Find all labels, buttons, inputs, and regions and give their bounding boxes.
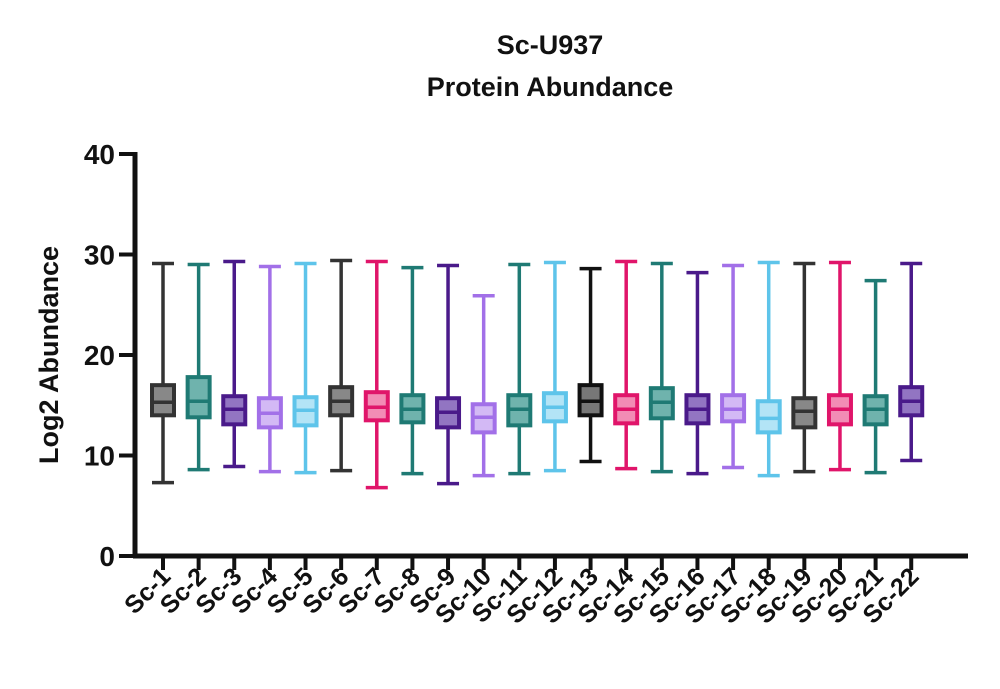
box-Sc-20	[826, 260, 853, 472]
y-tick-label: 40	[84, 139, 115, 170]
box-Sc-8	[399, 265, 426, 476]
box-Sc-6	[328, 258, 355, 473]
box-Sc-9	[435, 263, 462, 486]
y-tick-label: 10	[84, 441, 115, 472]
box-Sc-18	[755, 260, 782, 478]
chart-title: Sc-U937	[496, 30, 604, 60]
box-Sc-17	[720, 263, 747, 470]
axes: 0 10 20 30 40	[84, 139, 968, 572]
box-Sc-13	[577, 266, 604, 464]
box-Sc-22	[898, 261, 925, 463]
box-Sc-16	[684, 270, 711, 476]
box-Sc-7	[363, 259, 390, 490]
box-Sc-1	[150, 261, 176, 485]
chart-subtitle: Protein Abundance	[426, 72, 674, 102]
y-axis-label: Log2 Abundance	[34, 246, 64, 464]
box-iqr	[185, 375, 212, 420]
box-Sc-21	[862, 278, 889, 475]
y-tick-label: 0	[99, 541, 115, 572]
y-tick-label: 30	[84, 240, 115, 271]
box-Sc-14	[613, 259, 640, 471]
box-Sc-5	[292, 261, 319, 475]
box-Sc-11	[506, 262, 533, 476]
box-series	[150, 258, 925, 490]
box-Sc-12	[541, 260, 568, 473]
y-tick-label: 20	[84, 340, 115, 371]
box-iqr	[150, 383, 176, 418]
box-Sc-10	[470, 293, 497, 478]
box-Sc-19	[791, 261, 818, 474]
box-Sc-4	[256, 264, 283, 474]
box-Sc-2	[185, 262, 212, 472]
x-tick-labels: Sc-1Sc-2Sc-3Sc-4Sc-5Sc-6Sc-7Sc-8Sc-9Sc-1…	[119, 556, 924, 629]
box-Sc-3	[221, 259, 248, 469]
box-Sc-15	[648, 261, 675, 474]
